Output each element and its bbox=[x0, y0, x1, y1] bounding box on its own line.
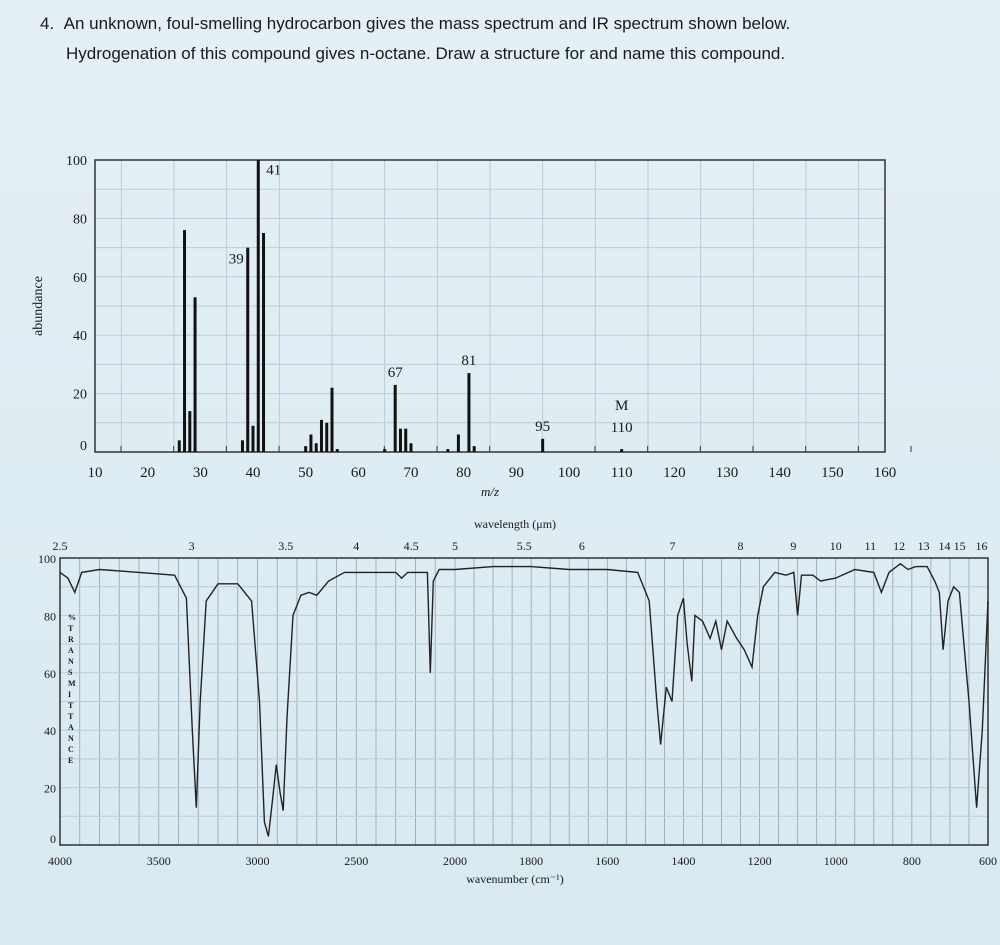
ms-x-tick-label: 110 bbox=[611, 465, 633, 481]
ms-x-tick-label: 120 bbox=[663, 465, 686, 481]
ms-y-tick-label: 100 bbox=[66, 154, 87, 169]
ir-x-tick-label: 3000 bbox=[246, 854, 270, 868]
question-number: 4. bbox=[40, 14, 55, 33]
ms-x-axis-label: m/z bbox=[481, 484, 499, 499]
ir-top-tick-label: 13 bbox=[918, 539, 930, 553]
question-line-1: 4. An unknown, foul-smelling hydrocarbon… bbox=[40, 14, 790, 34]
ir-x-tick-label: 1400 bbox=[671, 854, 695, 868]
ms-x-tick-label: 20 bbox=[140, 465, 155, 481]
question-text-1: An unknown, foul-smelling hydrocarbon gi… bbox=[63, 14, 791, 33]
ms-x-tick-label: 60 bbox=[351, 465, 366, 481]
ir-y-axis-label: % T R A N S M I T T A N C E bbox=[68, 613, 76, 765]
ms-peak-label: 81 bbox=[461, 353, 476, 369]
ms-x-tick-label: 40 bbox=[246, 465, 261, 481]
ms-peak-label: 39 bbox=[229, 251, 244, 267]
ms-y-tick-label: 0 bbox=[80, 439, 87, 454]
ms-peak-label: 95 bbox=[535, 419, 550, 435]
ir-top-tick-label: 11 bbox=[865, 539, 877, 553]
ir-frame bbox=[59, 557, 989, 846]
ir-y-tick-label: 60 bbox=[44, 667, 56, 681]
ms-x-tick-label: 140 bbox=[768, 465, 791, 481]
ms-x-tick-label: 90 bbox=[509, 465, 524, 481]
ir-top-tick-label: 2.5 bbox=[53, 539, 68, 553]
ir-transmittance-curve bbox=[59, 562, 989, 837]
ir-top-tick-label: 4 bbox=[353, 539, 359, 553]
ir-top-tick-label: 5 bbox=[452, 539, 458, 553]
ir-x-tick-label: 2500 bbox=[344, 854, 368, 868]
ir-top-tick-label: 3 bbox=[189, 539, 195, 553]
ir-y-tick-label: 100 bbox=[38, 552, 56, 566]
ir-top-tick-label: 10 bbox=[830, 539, 842, 553]
ms-x-tick-label: 100 bbox=[558, 465, 581, 481]
ms-y-tick-label: 40 bbox=[73, 329, 87, 344]
ir-x-axis-label: wavenumber (cm⁻¹) bbox=[466, 872, 564, 886]
ir-top-tick-label: 4.5 bbox=[404, 539, 419, 553]
ir-top-axis-label: wavelength (μm) bbox=[474, 517, 556, 531]
ms-y-axis-label: abundance bbox=[31, 276, 46, 336]
question-line-2: Hydrogenation of this compound gives n-o… bbox=[66, 44, 786, 63]
ir-top-tick-label: 16 bbox=[975, 539, 987, 553]
ir-top-tick-label: 7 bbox=[670, 539, 676, 553]
ms-peak-label: M bbox=[615, 398, 628, 414]
ir-x-tick-label: 800 bbox=[903, 854, 921, 868]
ms-x-tick-label: 70 bbox=[404, 465, 419, 481]
ms-x-tick-label: 30 bbox=[193, 465, 208, 481]
ms-y-tick-label: 20 bbox=[73, 388, 87, 403]
ir-x-tick-label: 1800 bbox=[519, 854, 543, 868]
ms-peak-label: 110 bbox=[611, 420, 633, 436]
ir-x-tick-label: 1200 bbox=[748, 854, 772, 868]
ir-x-tick-label: 4000 bbox=[48, 854, 72, 868]
ir-y-tick-label: 0 bbox=[50, 832, 56, 846]
ir-y-tick-label: 20 bbox=[44, 782, 56, 796]
ir-top-tick-label: 8 bbox=[738, 539, 744, 553]
ir-x-tick-label: 3500 bbox=[147, 854, 171, 868]
ir-x-tick-label: 1600 bbox=[595, 854, 619, 868]
ir-top-tick-label: 12 bbox=[893, 539, 905, 553]
ms-peak-label: 67 bbox=[388, 365, 404, 381]
ir-x-tick-label: 2000 bbox=[443, 854, 467, 868]
ms-peak-label: 41 bbox=[266, 163, 281, 179]
ir-top-tick-label: 3.5 bbox=[278, 539, 293, 553]
ms-x-tick-label: 160 bbox=[874, 465, 897, 481]
ms-x-tick-label: 10 bbox=[88, 465, 103, 481]
ir-top-tick-label: 15 bbox=[954, 539, 966, 553]
ms-x-tick-label: 50 bbox=[298, 465, 313, 481]
ms-x-tick-label: 80 bbox=[456, 465, 471, 481]
ir-top-tick-label: 5.5 bbox=[517, 539, 532, 553]
ms-x-tick-label: 130 bbox=[716, 465, 739, 481]
ir-top-tick-label: 14 bbox=[938, 539, 950, 553]
ms-x-tick-label: 150 bbox=[821, 465, 844, 481]
ir-y-tick-label: 80 bbox=[44, 609, 56, 623]
ms-y-tick-label: 60 bbox=[73, 271, 87, 286]
ms-y-tick-label: 80 bbox=[73, 212, 87, 227]
ir-top-tick-label: 6 bbox=[579, 539, 585, 553]
ir-x-tick-label: 1000 bbox=[824, 854, 848, 868]
ir-y-tick-label: 40 bbox=[44, 724, 56, 738]
ir-top-tick-label: 9 bbox=[790, 539, 796, 553]
ir-x-tick-label: 600 bbox=[979, 854, 997, 868]
